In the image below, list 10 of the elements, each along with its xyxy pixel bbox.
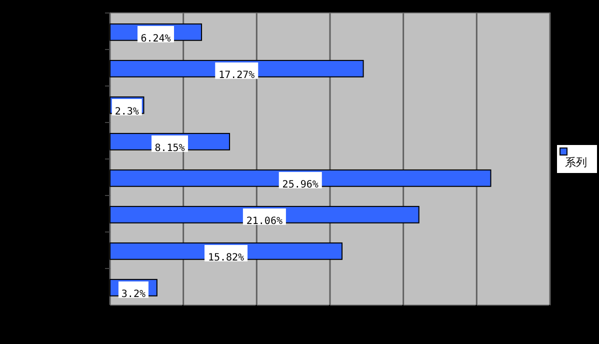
data-label: 2.3%	[114, 106, 139, 118]
data-label: 21.06%	[246, 216, 283, 227]
data-label: 3.2%	[121, 288, 146, 300]
data-label: 25.96%	[282, 179, 318, 190]
data-label: 8.15%	[154, 142, 185, 154]
data-label: 6.24%	[140, 33, 171, 44]
data-label: 17.27%	[218, 70, 255, 81]
data-label: 15.82%	[208, 252, 244, 264]
legend-label: 系列	[565, 156, 587, 169]
bar	[110, 169, 492, 187]
